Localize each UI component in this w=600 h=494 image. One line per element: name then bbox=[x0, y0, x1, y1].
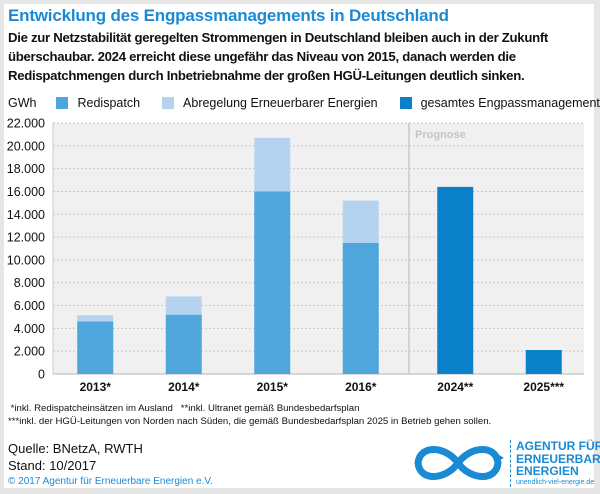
legend-label: Abregelung Erneuerbarer Energien bbox=[183, 96, 378, 110]
bar-abregelung-erneuerbarer-energien bbox=[77, 315, 114, 322]
bar-abregelung-erneuerbarer-energien bbox=[342, 200, 379, 243]
x-tick-label: 2015* bbox=[257, 380, 289, 394]
footnote-line-1: *inkl. Redispatcheinsätzen im Ausland **… bbox=[8, 403, 360, 414]
x-tick-label: 2016* bbox=[345, 380, 377, 394]
y-tick-label: 18.000 bbox=[7, 162, 45, 176]
y-tick-label: 8.000 bbox=[14, 276, 45, 290]
legend-label: gesamtes Engpassmanagement bbox=[420, 96, 600, 110]
bar-gesamtes-engpassmanagement bbox=[525, 350, 562, 374]
legend: GWh Redispatch Abregelung Erneuerbarer E… bbox=[8, 96, 600, 110]
logo-line-1: AGENTUR FÜR bbox=[516, 439, 600, 453]
source-text: Quelle: BNetzA, RWTH bbox=[8, 441, 143, 456]
legend-item-abregelung: Abregelung Erneuerbarer Energien bbox=[162, 96, 378, 110]
y-tick-label: 0 bbox=[38, 368, 45, 382]
date-text: Stand: 10/2017 bbox=[8, 458, 97, 473]
bar-abregelung-erneuerbarer-energien bbox=[254, 137, 291, 192]
unit-label: GWh bbox=[8, 96, 37, 110]
source-block: Quelle: BNetzA, RWTH Stand: 10/2017 bbox=[8, 440, 143, 474]
legend-swatch-redispatch bbox=[56, 97, 69, 109]
bar-redispatch bbox=[254, 191, 291, 374]
y-tick-label: 4.000 bbox=[14, 322, 45, 336]
footnote-line-2: ***inkl. der HGÜ-Leitungen von Norden na… bbox=[8, 416, 492, 427]
prognose-annotation: Prognose bbox=[415, 129, 466, 141]
chart-subtitle: Die zur Netzstabilität geregelten Stromm… bbox=[8, 30, 549, 83]
bar-gesamtes-engpassmanagement bbox=[437, 186, 474, 374]
logo-url: unendlich-viel-energie.de bbox=[516, 478, 595, 486]
plot-area bbox=[53, 123, 584, 374]
y-tick-label: 22.000 bbox=[7, 117, 45, 131]
logo-line-3: ENERGIEN bbox=[516, 464, 579, 478]
bar-abregelung-erneuerbarer-energien bbox=[165, 296, 202, 315]
x-tick-label: 2024** bbox=[437, 380, 473, 394]
copyright-text: © 2017 Agentur für Erneuerbare Energien … bbox=[8, 476, 213, 487]
y-tick-label: 2.000 bbox=[14, 345, 45, 359]
legend-item-redispatch: Redispatch bbox=[56, 96, 140, 110]
footnotes: *inkl. Redispatcheinsätzen im Ausland **… bbox=[8, 402, 491, 428]
x-tick-label: 2013* bbox=[80, 380, 112, 394]
legend-label: Redispatch bbox=[77, 96, 141, 110]
logo-text: AGENTUR FÜR ERNEUERBARE ENERGIEN unendli… bbox=[510, 440, 600, 487]
bar-chart: 0 2.000 4.000 6.000 8.000 10.000 12.000 14.000 1… bbox=[7, 117, 584, 394]
y-tick-label: 20.000 bbox=[7, 139, 45, 153]
bar-redispatch bbox=[77, 321, 114, 374]
infinity-logo-icon bbox=[414, 446, 504, 480]
chart-title: Entwicklung des Engpassmanagements in De… bbox=[8, 6, 449, 25]
bar-redispatch bbox=[165, 314, 202, 374]
y-tick-label: 10.000 bbox=[7, 253, 45, 267]
y-tick-label: 16.000 bbox=[7, 185, 45, 199]
x-tick-label: 2014* bbox=[168, 380, 200, 394]
y-tick-label: 14.000 bbox=[7, 208, 45, 222]
x-tick-label: 2025*** bbox=[523, 380, 564, 394]
y-tick-label: 12.000 bbox=[7, 231, 45, 245]
y-tick-label: 6.000 bbox=[14, 299, 45, 313]
legend-swatch-gesamt bbox=[399, 97, 412, 109]
legend-item-gesamt: gesamtes Engpassmanagement bbox=[399, 96, 600, 110]
bar-redispatch bbox=[342, 242, 379, 374]
logo-line-2: ERNEUERBARE bbox=[516, 451, 600, 466]
legend-swatch-abregelung bbox=[162, 97, 175, 109]
